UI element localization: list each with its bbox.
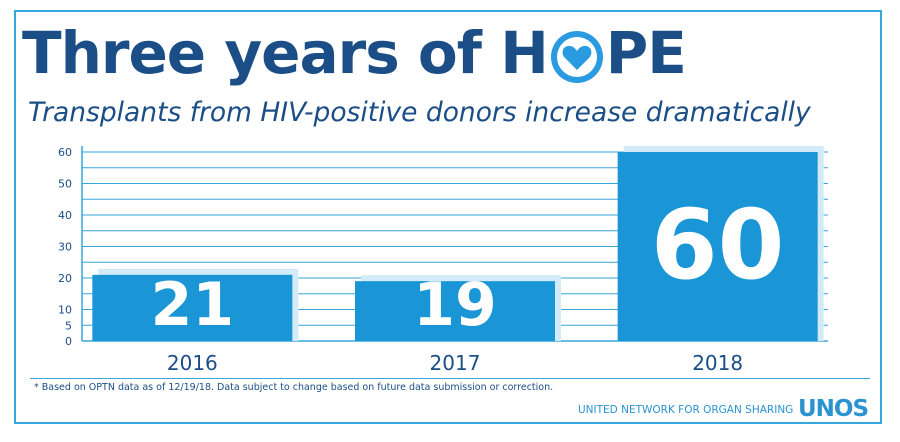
y-tick-label: 0 (65, 335, 72, 348)
bar-value-label: 19 (413, 270, 497, 340)
y-tick-label: 30 (58, 241, 72, 254)
title-text-start: Three years of H (22, 19, 549, 87)
bar-value-label: 60 (651, 189, 785, 301)
infographic-title: Three years of H PE (22, 18, 687, 88)
heart-in-circle-icon (550, 29, 604, 83)
bar (92, 274, 293, 341)
organization-name: UNITED NETWORK FOR ORGAN SHARING (578, 404, 794, 416)
bar (355, 281, 555, 341)
infographic-subtitle: Transplants from HIV-positive donors inc… (28, 97, 811, 128)
bar (617, 152, 818, 341)
y-tick-label: 50 (58, 178, 72, 191)
x-category-label: 2016 (167, 351, 218, 375)
infographic-frame (14, 10, 882, 424)
unos-logo: UNOS (798, 396, 869, 422)
y-tick-label: 10 (58, 304, 72, 317)
y-tick-label: 40 (58, 209, 72, 222)
title-text-end: PE (605, 19, 687, 87)
bar-value-label: 21 (151, 270, 235, 340)
x-category-label: 2017 (430, 351, 481, 375)
x-category-label: 2018 (692, 351, 743, 375)
footer-divider (30, 378, 870, 379)
data-footnote: * Based on OPTN data as of 12/19/18. Dat… (34, 382, 554, 393)
y-tick-label: 5 (65, 319, 72, 332)
y-tick-label: 60 (58, 146, 72, 159)
y-tick-label: 20 (58, 272, 72, 285)
